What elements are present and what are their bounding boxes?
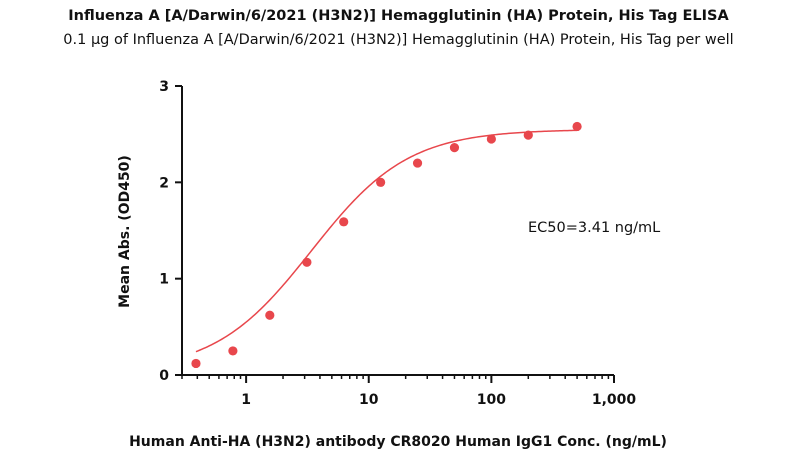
data-point [228,346,238,356]
x-tick-label: 100 [477,392,506,408]
y-tick-label: 3 [159,79,169,95]
chart-title: Influenza A [A/Darwin/6/2021 (H3N2)] Hem… [68,8,729,24]
data-point [412,158,423,168]
x-axis-title: Human Anti-HA (H3N2) antibody CR8020 Hum… [129,434,667,450]
x-tick-label: 1 [241,392,251,408]
ec50-annotation: EC50=3.41 ng/mL [528,220,660,236]
data-point [191,358,201,369]
fit-curve [195,129,578,353]
data-point [265,310,275,320]
data-point [486,134,496,144]
data-point [449,143,460,153]
data-point [376,177,386,187]
y-axis-title: Mean Abs. (OD450) [117,155,133,308]
data-point [302,257,312,267]
data-point [572,121,582,132]
y-tick-label: 0 [159,368,169,384]
data-point [339,217,349,227]
y-tick-label: 2 [159,175,169,191]
chart-subtitle: 0.1 μg of Influenza A [A/Darwin/6/2021 (… [63,32,734,48]
data-point [523,130,533,140]
x-tick-label: 10 [359,392,379,408]
y-tick-label: 1 [159,272,169,288]
x-tick-label: 1,000 [592,392,637,408]
